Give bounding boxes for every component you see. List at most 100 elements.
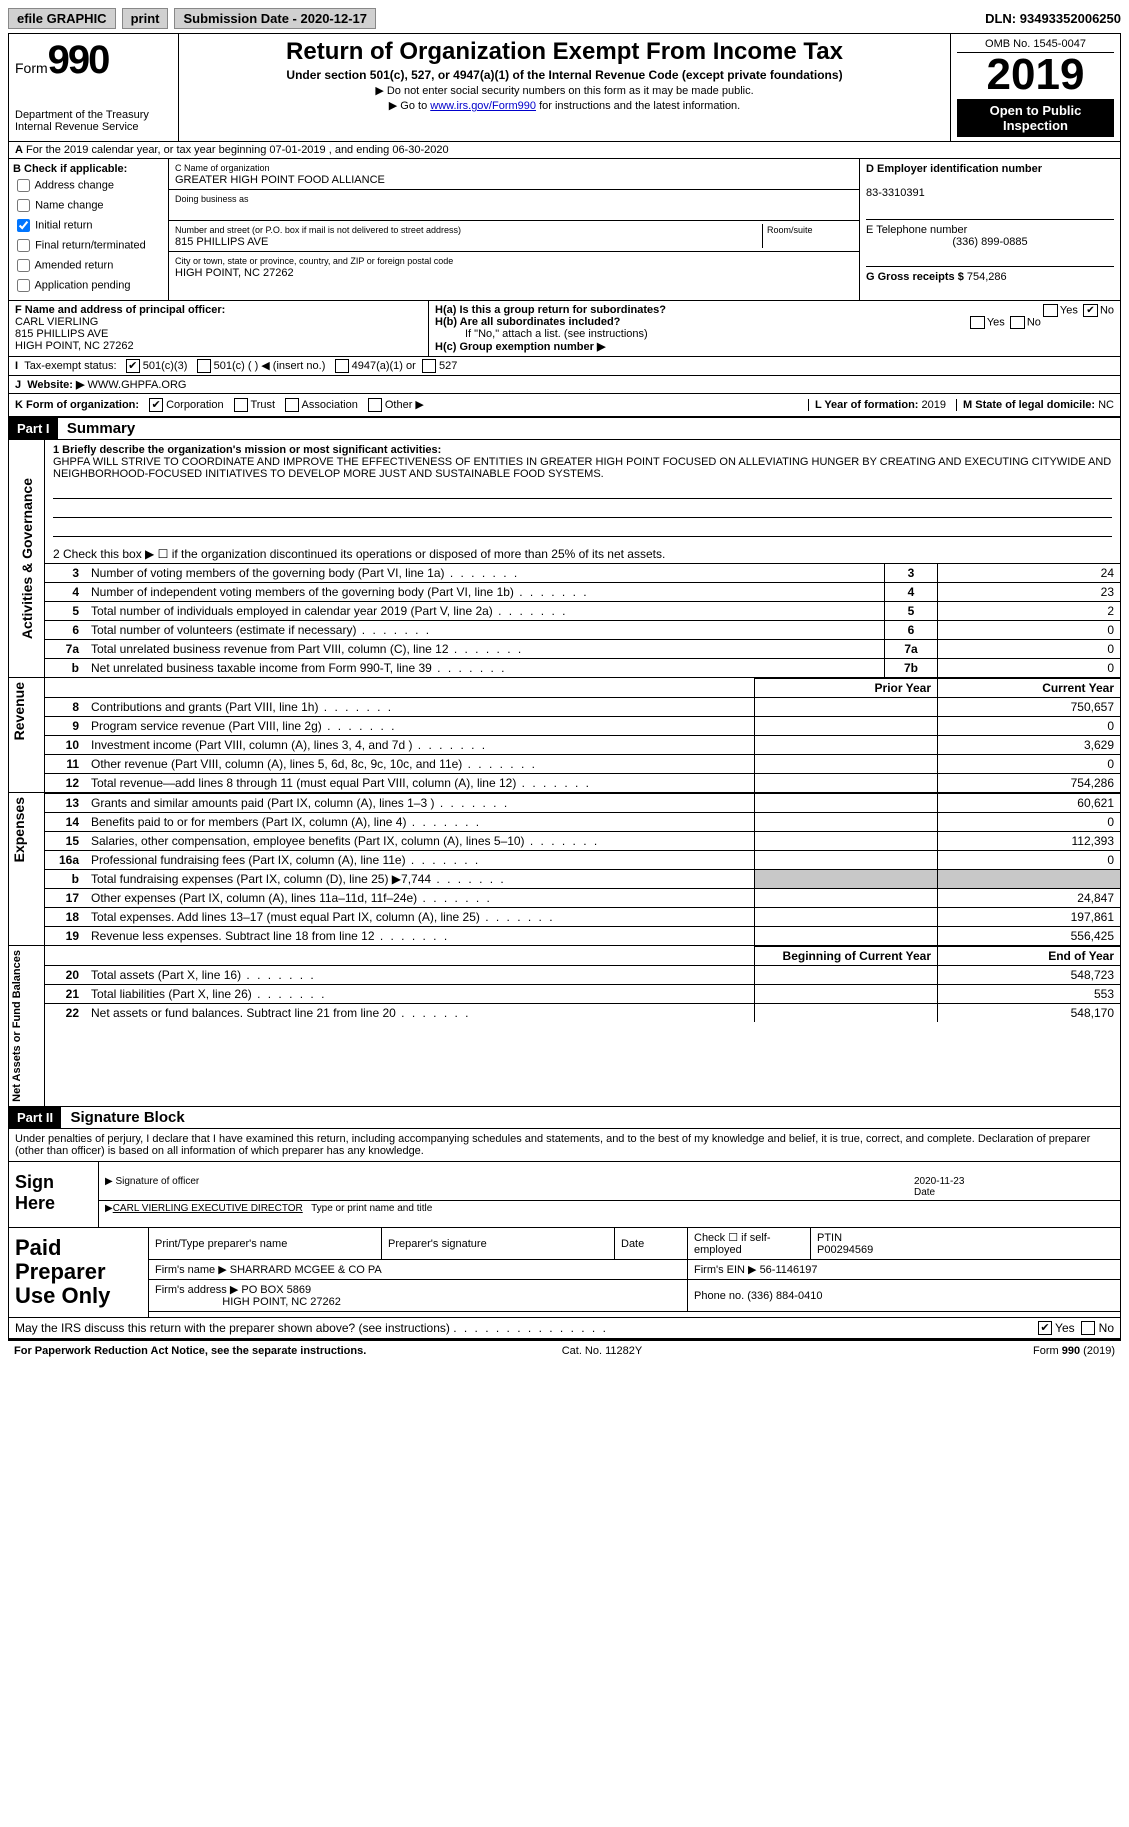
period-line: A For the 2019 calendar year, or tax yea… — [8, 142, 1121, 159]
signature-block: Under penalties of perjury, I declare th… — [8, 1128, 1121, 1228]
chk-assoc[interactable] — [285, 398, 299, 412]
dln-label: DLN: — [985, 11, 1020, 26]
form-foot: Form 990 (2019) — [1033, 1345, 1115, 1357]
chk-527[interactable] — [422, 359, 436, 373]
prep-sig-label: Preparer's signature — [382, 1228, 615, 1260]
phone-value: (336) 884-0410 — [747, 1290, 822, 1302]
firm-ein: 56-1146197 — [760, 1264, 818, 1276]
officer-addr1: 815 PHILLIPS AVE — [15, 328, 108, 340]
form-num: 990 — [48, 38, 109, 82]
hb-label: H(b) Are all subordinates included? — [435, 316, 620, 328]
ha-label: H(a) Is this a group return for subordin… — [435, 304, 666, 316]
discuss-label: May the IRS discuss this return with the… — [15, 1321, 450, 1335]
ein-label: D Employer identification number — [866, 163, 1042, 175]
q2-line: 2 Check this box ▶ ☐ if the organization… — [45, 545, 1120, 563]
sig-date: 2020-11-23 — [914, 1176, 964, 1187]
self-emp-label: Check ☐ if self-employed — [688, 1228, 811, 1260]
sign-here-label: Sign Here — [9, 1162, 99, 1227]
hint-url: Go to www.irs.gov/Form990 for instructio… — [185, 99, 944, 112]
page-footer: For Paperwork Reduction Act Notice, see … — [8, 1339, 1121, 1361]
yr-label: L Year of formation: — [815, 399, 919, 411]
firm-ein-label: Firm's EIN ▶ — [694, 1264, 757, 1276]
h-b: H(b) Are all subordinates included? Yes … — [435, 316, 1114, 328]
netassets-section: Net Assets or Fund Balances Beginning of… — [8, 946, 1121, 1107]
hb-yes[interactable] — [970, 316, 985, 329]
period-text: For the 2019 calendar year, or tax year … — [26, 144, 449, 156]
city-label: City or town, state or province, country… — [175, 256, 453, 266]
phone-label: Phone no. — [694, 1290, 744, 1302]
box-b-label: B Check if applicable: — [13, 163, 127, 175]
governance-table: 3Number of voting members of the governi… — [45, 563, 1120, 677]
part1-title: Summary — [67, 420, 135, 437]
tel-label: E Telephone number — [866, 224, 967, 236]
mission-text: GHPFA WILL STRIVE TO COORDINATE AND IMPR… — [53, 456, 1111, 480]
room-label: Room/suite — [767, 225, 813, 235]
part2-bar: Part II — [9, 1107, 61, 1128]
ha-no[interactable] — [1083, 304, 1098, 317]
chk-initial-return[interactable]: Initial return — [13, 216, 164, 235]
chk-amended[interactable]: Amended return — [13, 256, 164, 275]
firm-name-label: Firm's name ▶ — [155, 1264, 227, 1276]
527-label: 527 — [439, 360, 457, 372]
addr-value: 815 PHILLIPS AVE — [175, 236, 268, 248]
chk-address-change[interactable]: Address change — [13, 176, 164, 195]
revenue-table: Prior YearCurrent Year8Contributions and… — [45, 678, 1120, 792]
irs-link[interactable]: www.irs.gov/Form990 — [430, 100, 536, 112]
ptin-label: PTIN — [817, 1232, 842, 1244]
discuss-yes[interactable] — [1038, 1321, 1052, 1335]
part2-title: Signature Block — [70, 1109, 184, 1126]
governance-section: Activities & Governance 1 Briefly descri… — [8, 439, 1121, 678]
expenses-section: Expenses 13Grants and similar amounts pa… — [8, 793, 1121, 946]
dom-label: M State of legal domicile: — [963, 399, 1095, 411]
officer-addr2: HIGH POINT, NC 27262 — [15, 340, 134, 352]
501c-other: 501(c) ( ) ◀ (insert no.) — [214, 360, 326, 372]
discuss-no[interactable] — [1081, 1321, 1095, 1335]
yr-value: 2019 — [922, 399, 946, 411]
firm-addr2: HIGH POINT, NC 27262 — [222, 1296, 341, 1308]
cat-no: Cat. No. 11282Y — [562, 1345, 643, 1357]
chk-final-return[interactable]: Final return/terminated — [13, 236, 164, 255]
dln: DLN: 93493352006250 — [985, 11, 1121, 26]
firm-name: SHARRARD MCGEE & CO PA — [230, 1264, 382, 1276]
ptin-value: P00294569 — [817, 1244, 873, 1256]
hb-no[interactable] — [1010, 316, 1025, 329]
side-netassets: Net Assets or Fund Balances — [9, 946, 25, 1106]
date-label: Date — [914, 1187, 935, 1198]
revenue-section: Revenue Prior YearCurrent Year8Contribut… — [8, 678, 1121, 793]
paid-preparer-label: Paid Preparer Use Only — [9, 1228, 149, 1317]
prep-date-label: Date — [615, 1228, 688, 1260]
chk-corp[interactable] — [149, 398, 163, 412]
print-button[interactable]: print — [122, 8, 169, 29]
hb-hint: If "No," attach a list. (see instruction… — [435, 328, 1114, 340]
form-number: Form990 — [15, 38, 172, 83]
box-d: D Employer identification number 83-3310… — [860, 159, 1120, 300]
part2-header: Part II Signature Block — [8, 1107, 1121, 1128]
website-value: WWW.GHPFA.ORG — [87, 379, 186, 391]
side-revenue: Revenue — [9, 678, 29, 744]
formorg-label: K Form of organization: — [15, 399, 139, 411]
h-a: H(a) Is this a group return for subordin… — [435, 304, 1114, 316]
chk-other[interactable] — [368, 398, 382, 412]
chk-4947[interactable] — [335, 359, 349, 373]
chk-501c3[interactable] — [126, 359, 140, 373]
ha-yes[interactable] — [1043, 304, 1058, 317]
q1-label: 1 Briefly describe the organization's mi… — [53, 444, 441, 456]
chk-trust[interactable] — [234, 398, 248, 412]
entity-grid: B Check if applicable: Address change Na… — [8, 159, 1121, 301]
website-row: J Website: ▶ WWW.GHPFA.ORG — [8, 376, 1121, 394]
part1-header: Part I Summary — [8, 417, 1121, 439]
dom-value: NC — [1098, 399, 1114, 411]
name-title-label: Type or print name and title — [311, 1203, 432, 1225]
4947-label: 4947(a)(1) or — [352, 360, 416, 372]
form-title: Return of Organization Exempt From Incom… — [185, 38, 944, 66]
firm-addr1: PO BOX 5869 — [241, 1284, 311, 1296]
form-prefix: Form — [15, 60, 48, 76]
chk-name-change[interactable]: Name change — [13, 196, 164, 215]
form-subtitle: Under section 501(c), 527, or 4947(a)(1)… — [185, 68, 944, 82]
box-c: C Name of organization GREATER HIGH POIN… — [169, 159, 860, 300]
chk-application-pending[interactable]: Application pending — [13, 276, 164, 295]
ein-value: 83-3310391 — [866, 187, 925, 199]
tax-exempt-row: I Tax-exempt status: 501(c)(3) 501(c) ( … — [8, 357, 1121, 376]
taxexempt-label: Tax-exempt status: — [24, 360, 116, 372]
chk-501c[interactable] — [197, 359, 211, 373]
